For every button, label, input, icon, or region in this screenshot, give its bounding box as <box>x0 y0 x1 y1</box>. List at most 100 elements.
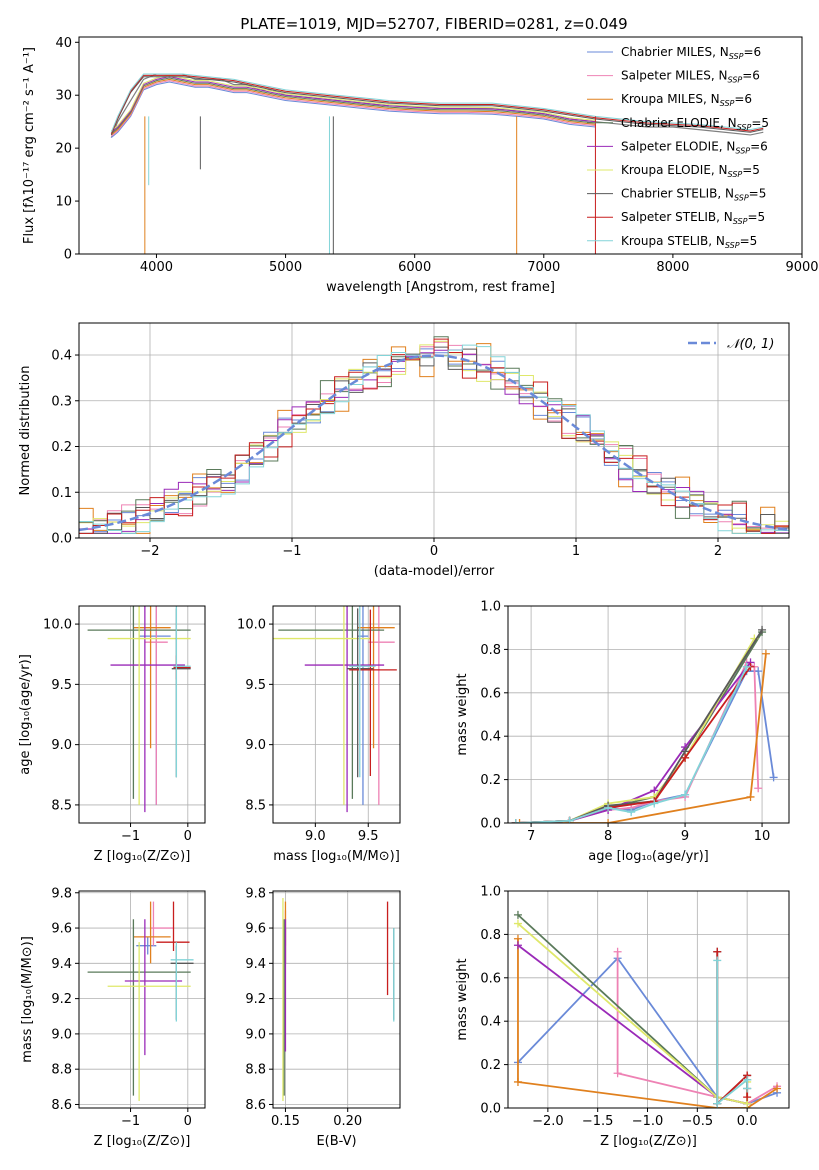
weight-point-marker <box>754 784 763 793</box>
weight-point-marker <box>650 799 659 808</box>
y-axis-label: mass weight <box>455 958 470 1040</box>
y-tick-label: 0 <box>64 248 72 263</box>
y-tick-label: 8.5 <box>51 798 72 813</box>
y-tick-label: 0.2 <box>480 773 501 788</box>
y-tick-label: 8.8 <box>51 1063 72 1078</box>
y-tick-label: 0.8 <box>480 643 501 658</box>
weight-point-marker <box>743 1084 752 1093</box>
x-tick-label: 0.20 <box>333 1114 362 1129</box>
x-axis-label: wavelength [Angstrom, rest frame] <box>326 280 555 295</box>
y-tick-label: 9.0 <box>51 738 72 753</box>
weight-point-marker <box>604 819 613 823</box>
histogram-step <box>79 338 789 538</box>
y-tick-label: 9.2 <box>245 992 266 1007</box>
y-axis-label: Normed distribution <box>18 366 33 496</box>
weight-point-marker <box>627 808 636 817</box>
plot-frame <box>78 605 206 824</box>
x-axis-label: age [log₁₀(age/yr)] <box>588 849 709 864</box>
legend-entry: 𝒩(0, 1) <box>727 337 774 352</box>
legend-entry: Chabrier MILES, NSSP=6 <box>621 45 761 61</box>
weight-point-marker <box>613 1069 622 1078</box>
y-tick-label: 0.6 <box>480 971 501 986</box>
y-axis-label: Flux [fλ10⁻¹⁷ erg cm⁻² s⁻¹ A⁻¹] <box>22 47 37 244</box>
x-axis-label: Z [log₁₀(Z/Z⊙)] <box>94 1134 191 1149</box>
spectrum-panel: 4000 5000 6000 7000 8000 9000 0 10 20 30 40 wavelen… <box>22 36 819 295</box>
x-axis-label: E(B-V) <box>316 1134 356 1149</box>
gaussian-curve <box>79 354 789 532</box>
weight-vs-metallicity-panel: −2.0 −1.5 −1.0 −0.5 0.0 0.0 0.2 0.4 0.6 0.8 1.0 Z [… <box>455 885 790 1149</box>
x-tick-label: −2.0 <box>532 1114 564 1129</box>
x-tick-label: −1 <box>121 1114 140 1129</box>
y-tick-label: 40 <box>55 36 72 51</box>
weight-point-marker <box>511 819 520 823</box>
y-tick-label: 0.6 <box>480 686 501 701</box>
y-tick-label: 9.6 <box>245 922 266 937</box>
weight-line <box>515 638 756 823</box>
weight-vs-age-panel: 7 8 9 10 0.0 0.2 0.4 0.6 0.8 1.0 age [log₁₀(age/yr… <box>455 600 790 864</box>
legend-entry: Salpeter MILES, NSSP=6 <box>621 69 760 85</box>
weight-point-marker <box>769 773 778 782</box>
weight-point-marker <box>513 919 522 928</box>
x-tick-label: 2 <box>714 544 722 559</box>
weight-point-marker <box>681 790 690 799</box>
weight-line <box>716 951 749 1106</box>
weight-line <box>517 938 778 1108</box>
weight-point-marker <box>513 1077 522 1086</box>
weight-line <box>716 960 749 1106</box>
y-tick-label: 8.6 <box>245 1098 266 1113</box>
x-tick-label: 0 <box>184 1114 192 1129</box>
y-axis-label: age [log₁₀(age/yr)] <box>18 654 33 775</box>
x-tick-label: 9000 <box>785 260 818 275</box>
plot-frame <box>78 36 803 255</box>
weight-line <box>517 914 749 1105</box>
weight-point-marker <box>773 1084 782 1093</box>
y-tick-label: 8.6 <box>51 1098 72 1113</box>
mass-vs-metallicity-panel: −1 0 8.6 8.8 9.0 9.2 9.4 9.6 9.8 Z [log₁₀(Z/Z⊙)] m… <box>20 886 206 1149</box>
y-tick-label: 9.4 <box>245 957 266 972</box>
y-tick-label: 0.0 <box>480 1102 501 1117</box>
x-tick-label: −2 <box>140 544 159 559</box>
x-tick-label: 0.0 <box>737 1114 758 1129</box>
plot-frame <box>272 890 401 1109</box>
weight-point-marker <box>513 910 522 919</box>
x-tick-label: 0 <box>430 544 438 559</box>
x-tick-label: 1 <box>572 544 580 559</box>
y-tick-label: 10.0 <box>237 618 266 633</box>
y-tick-label: 1.0 <box>480 600 501 615</box>
legend-entry: Chabrier STELIB, NSSP=5 <box>621 187 766 203</box>
y-tick-label: 9.8 <box>51 886 72 901</box>
model-spectrum-line <box>110 74 764 134</box>
x-tick-label: 9.5 <box>358 829 379 844</box>
x-tick-label: 10 <box>754 829 771 844</box>
y-tick-label: 9.5 <box>51 678 72 693</box>
x-tick-label: −1 <box>121 829 140 844</box>
y-tick-label: 8.8 <box>245 1063 266 1078</box>
y-axis-label: mass [log₁₀(M/M⊙)] <box>20 936 35 1063</box>
y-tick-label: 0.4 <box>51 349 72 364</box>
plot-frame <box>78 890 206 1109</box>
weight-point-marker <box>604 803 613 812</box>
weight-line <box>519 653 767 823</box>
weight-point-marker <box>761 649 770 658</box>
y-tick-label: 9.0 <box>51 1027 72 1042</box>
y-tick-label: 0.8 <box>480 928 501 943</box>
y-tick-label: 1.0 <box>480 885 501 900</box>
y-tick-label: 0.2 <box>480 1058 501 1073</box>
legend-entry: Chabrier ELODIE, NSSP=5 <box>621 116 769 132</box>
y-tick-label: 0.4 <box>480 730 501 745</box>
y-tick-label: 30 <box>55 89 72 104</box>
model-spectrum-line <box>110 73 764 133</box>
x-tick-label: 4000 <box>140 260 173 275</box>
plot-frame <box>78 322 790 539</box>
y-tick-label: 10.0 <box>43 618 72 633</box>
weight-point-marker <box>742 662 751 671</box>
model-spectrum-line <box>110 76 764 136</box>
x-axis-label: Z [log₁₀(Z/Z⊙)] <box>94 849 191 864</box>
weight-point-marker <box>613 947 622 956</box>
legend-entry: Salpeter ELODIE, NSSP=6 <box>621 139 768 155</box>
y-tick-label: 0.1 <box>51 486 72 501</box>
y-axis-label: mass weight <box>455 673 470 755</box>
y-tick-label: 9.6 <box>51 922 72 937</box>
x-tick-label: 7 <box>527 829 535 844</box>
